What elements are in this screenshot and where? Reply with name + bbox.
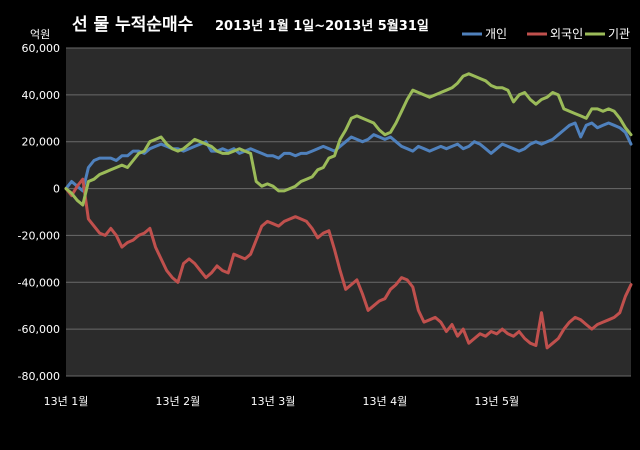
series-layer — [64, 72, 633, 350]
x-tick-label: 13년 2월 — [156, 395, 201, 408]
y-tick-label: -40,000 — [18, 276, 60, 289]
y-unit-label: 억원 — [30, 28, 50, 41]
series-line-3 — [64, 72, 633, 207]
y-tick-label: -60,000 — [18, 323, 60, 336]
chart-title: 선 물 누적순매수 — [72, 15, 194, 35]
legend-label: 외국인 — [550, 27, 583, 41]
x-tick-label: 13년 4월 — [362, 395, 407, 408]
y-axis: 60,000 40,000 20,000 0 -20,000 -40,000 -60,000… — [18, 42, 60, 383]
y-tick-label: -20,000 — [18, 229, 60, 242]
series-line-2 — [64, 177, 633, 350]
series-line-1 — [64, 121, 633, 193]
x-tick-label: 13년 5월 — [474, 395, 519, 408]
y-tick-label: -80,000 — [18, 370, 60, 383]
x-tick-label: 13년 1월 — [44, 395, 89, 408]
legend-label: 개인 — [485, 27, 507, 41]
legend-label: 기관 — [608, 27, 630, 41]
x-axis: 13년 1월 13년 2월 13년 3월 13년 4월 13년 5월 — [44, 395, 519, 408]
chart-subtitle: 2013년 1월 1일~2013년 5월31일 — [215, 18, 429, 34]
legend: 개인 외국인 기관 — [462, 27, 630, 41]
x-tick-label: 13년 3월 — [251, 395, 296, 408]
y-tick-label: 40,000 — [22, 89, 61, 102]
grid-lines — [66, 47, 631, 377]
y-tick-label: 60,000 — [22, 42, 61, 55]
y-tick-label: 20,000 — [22, 136, 61, 149]
y-tick-label: 0 — [53, 183, 60, 196]
